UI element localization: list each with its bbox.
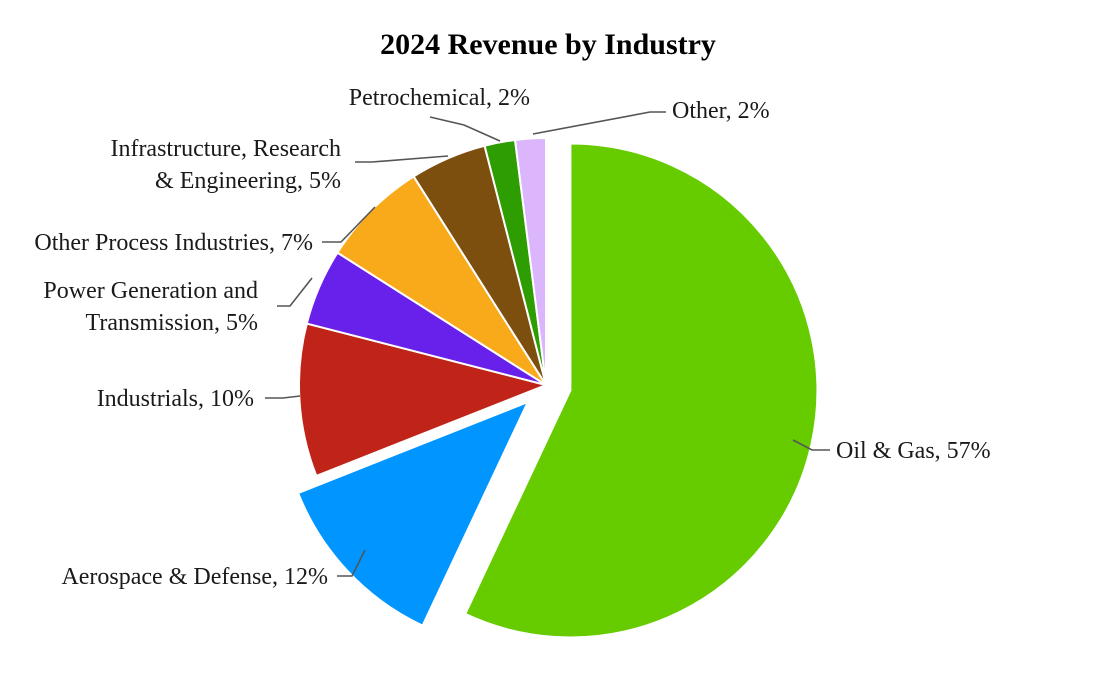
leader-line-petrochemical	[429, 116, 501, 142]
leader-line-infrastructure-research-and-engineering	[355, 155, 449, 163]
slice-oil-and-gas	[463, 142, 819, 639]
pie-slices	[296, 136, 819, 639]
slice-labels: Oil & Gas, 57% Aerospace & Defense, 12% In…	[34, 85, 990, 590]
label-industrials: Industrials, 10%	[97, 386, 254, 412]
label-oil-and-gas: Oil & Gas, 57%	[836, 438, 991, 464]
label-aerospace-and-defense: Aerospace & Defense, 12%	[61, 564, 328, 590]
label-other: Other, 2%	[672, 98, 770, 124]
label-petrochemical: Petrochemical, 2%	[349, 85, 530, 111]
leader-line-other-process-industries	[322, 206, 376, 243]
leader-line-other	[532, 111, 666, 135]
leader-line-industrials	[265, 395, 301, 399]
slice-other	[513, 136, 547, 386]
leader-line-power-generation-and-transmission	[277, 277, 313, 307]
label-power-generation-and-transmission: Power Generation and Transmission, 5%	[43, 278, 258, 336]
leader-line-oil-and-gas	[792, 439, 830, 451]
chart-title: 2024 Revenue by Industry	[380, 28, 716, 61]
label-other-process-industries: Other Process Industries, 7%	[34, 230, 313, 256]
leader-lines	[265, 111, 830, 577]
slice-industrials	[298, 322, 550, 478]
label-infrastructure-research-and-engineering: Infrastructure, Research & Engineering, 5…	[110, 136, 341, 194]
leader-line-aerospace-and-defense	[337, 549, 366, 577]
